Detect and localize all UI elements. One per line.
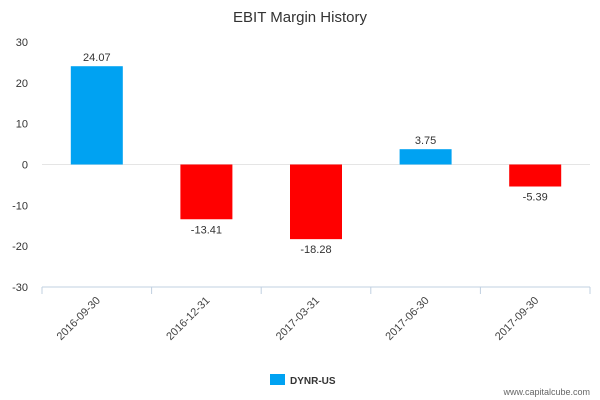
y-tick-label: 0 — [22, 160, 28, 172]
y-tick-label: 30 — [16, 37, 28, 49]
legend[interactable]: DYNR-US — [270, 374, 336, 387]
bar-2017-03-31 — [290, 164, 342, 240]
x-axis-ticks: 2016-09-30 2016-12-31 2017-03-31 2017-06-30… — [41, 287, 591, 343]
y-tick-label: -30 — [12, 282, 28, 294]
y-axis-ticks: 30 20 10 0 -10 -20 -30 — [12, 37, 28, 294]
y-tick-label: 20 — [16, 78, 28, 90]
y-tick-label: -20 — [12, 241, 28, 253]
x-tick-label: 2017-06-30 — [383, 295, 431, 343]
data-label: -18.28 — [300, 244, 331, 256]
watermark-text: www.capitalcube.com — [502, 387, 590, 397]
y-tick-label: 10 — [16, 119, 28, 131]
y-tick-label: -10 — [12, 200, 28, 212]
legend-label-dynr-us[interactable]: DYNR-US — [290, 376, 336, 387]
data-label: -13.41 — [191, 224, 222, 236]
legend-swatch-dynr-us[interactable] — [270, 374, 285, 385]
bar-2016-12-31 — [180, 164, 233, 220]
bar-2016-09-30 — [70, 66, 123, 165]
x-tick-label: 2016-09-30 — [55, 295, 103, 343]
data-label: -5.39 — [523, 192, 548, 204]
x-tick-label: 2017-03-31 — [274, 295, 322, 343]
chart-title: EBIT Margin History — [233, 9, 367, 26]
bar-2017-09-30 — [509, 164, 562, 187]
data-label: 24.07 — [83, 52, 111, 64]
data-label: 3.75 — [415, 135, 436, 147]
x-tick-label: 2017-09-30 — [493, 295, 541, 343]
x-tick-label: 2016-12-31 — [164, 295, 212, 343]
bar-2017-06-30 — [399, 149, 452, 165]
bars — [70, 66, 562, 240]
data-labels: 24.07 -13.41 -18.28 3.75 -5.39 — [83, 52, 548, 256]
